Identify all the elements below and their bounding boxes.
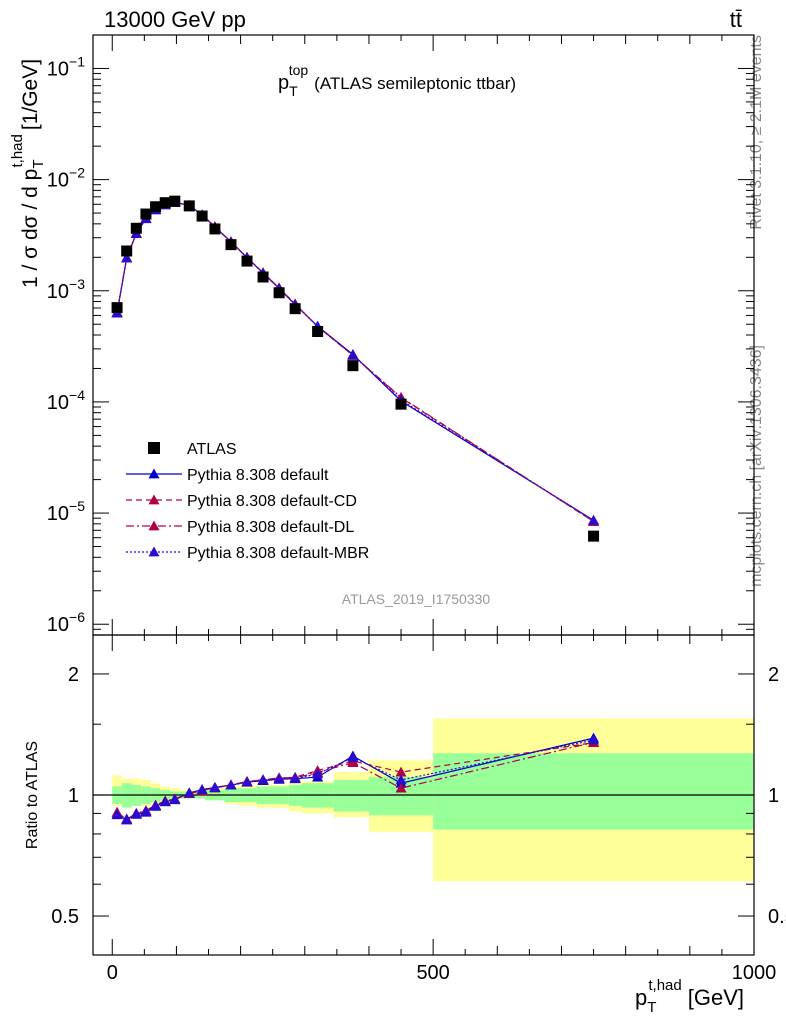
ratio-ylabel: Ratio to ATLAS (24, 741, 41, 849)
data-point (169, 195, 181, 207)
main-ylabel-sub: T (30, 160, 47, 169)
legend-marker-atlas (148, 442, 160, 454)
ratio-series-point (140, 805, 152, 816)
main-ylabel-head: 1 / σ dσ / d p (19, 169, 42, 288)
data-point (225, 239, 237, 251)
ratio-series-point (395, 774, 407, 785)
x-tick-label: 500 (416, 962, 449, 984)
legend-marker (148, 546, 160, 557)
main-series-point (347, 349, 359, 360)
data-point (289, 303, 301, 315)
ratio-y-tick-label-left: 1 (68, 785, 79, 807)
ratio-series-point (395, 782, 407, 793)
ratio-y-tick-label-left: 2 (68, 664, 79, 686)
ratio-y-tick-label-left: 0.5 (51, 906, 79, 928)
ratio-series-point (169, 793, 181, 804)
legend-label: ATLAS (187, 441, 237, 458)
ratio-band-inner (433, 753, 754, 830)
ratio-series-point (257, 774, 269, 785)
ratio-panel: 0.5 0.5 1 1 2 2 0 500 1000 Ratio to ATLAS (24, 634, 786, 984)
plot-title: pTtop (ATLAS semileptonic ttbar) (278, 62, 516, 99)
process-label: tt̄ (730, 7, 742, 32)
legend: ATLAS Pythia 8.308 default Pythia 8.308 de… (126, 441, 369, 562)
plot-title-rest: (ATLAS semileptonic ttbar) (314, 74, 516, 93)
ratio-series-point (588, 734, 600, 745)
x-tick-label: 0 (107, 962, 118, 984)
data-point (183, 200, 195, 212)
x-axis-label: pTt,had [GeV] (635, 977, 744, 1016)
data-point (395, 398, 407, 410)
main-y-tick-label: 10−4 (47, 387, 85, 414)
x-axis-label-unit: [GeV] (688, 985, 744, 1010)
main-series-point (588, 514, 600, 525)
data-point (121, 245, 133, 257)
x-tick-label: 1000 (732, 962, 777, 984)
data-point (588, 530, 600, 542)
energy-label: 13000 GeV pp (104, 7, 246, 32)
legend-marker (148, 520, 160, 531)
data-point (150, 201, 162, 213)
plot-title-main: p (278, 72, 289, 94)
ratio-series-point (225, 779, 237, 790)
data-point (257, 271, 269, 283)
ratio-series-point (183, 787, 195, 798)
ratio-series-point (347, 751, 359, 762)
main-y-tick-label: 10−2 (47, 165, 85, 192)
ratio-series-point (273, 773, 285, 784)
ratio-series-point (150, 800, 162, 811)
data-point (312, 326, 324, 338)
main-y-tick-label: 10−1 (47, 53, 85, 80)
analysis-watermark: ATLAS_2019_I1750330 (342, 591, 491, 607)
ratio-band-inner (333, 779, 369, 812)
ratio-series-point (121, 813, 133, 824)
data-point (159, 197, 171, 209)
ratio-series-point (289, 772, 301, 783)
plot-title-sup: top (289, 62, 309, 78)
x-axis-label-sup: t,had (648, 977, 681, 994)
legend-label: Pythia 8.308 default-CD (187, 493, 357, 510)
data-point (347, 360, 359, 372)
legend-marker (148, 494, 160, 505)
ratio-series-point (130, 808, 142, 819)
main-ylabel-unit: [1/GeV] (19, 59, 42, 130)
ratio-series-point (312, 768, 324, 779)
main-ylabel: 1 / σ dσ / d pTt,had [1/GeV] (9, 59, 47, 288)
data-point (273, 287, 285, 299)
ratio-series-point (111, 808, 123, 819)
legend-label: Pythia 8.308 default (187, 467, 329, 484)
ratio-series-point (196, 783, 208, 794)
data-point (111, 302, 123, 314)
ratio-y-tick-label-right: 0.5 (768, 906, 786, 928)
data-point (241, 255, 253, 267)
main-ylabel-sup: t,had (9, 134, 26, 167)
plot-title-sub: T (289, 83, 298, 99)
data-point (209, 223, 221, 235)
legend-label: Pythia 8.308 default-MBR (187, 545, 369, 562)
ratio-series-point (347, 757, 359, 767)
ratio-series-point (159, 796, 171, 807)
x-axis-label-sub: T (647, 999, 656, 1016)
x-axis-label-head: p (635, 985, 647, 1010)
main-y-tick-label: 10−6 (47, 609, 85, 636)
ratio-series-point (209, 782, 221, 793)
main-series-point (121, 252, 133, 263)
ratio-y-tick-label-right: 2 (768, 664, 779, 686)
data-point (130, 222, 142, 234)
ratio-y-tick-label-right: 1 (768, 785, 779, 807)
data-point (140, 208, 152, 220)
ratio-series-point (241, 776, 253, 787)
ratio-series-point (395, 766, 407, 777)
legend-marker (148, 468, 160, 479)
main-y-tick-label: 10−5 (47, 498, 85, 525)
data-point (196, 210, 208, 222)
rivet-label: Rivet 3.1.10, ≥ 2.1M events (748, 35, 765, 230)
main-y-tick-label: 10−3 (47, 276, 85, 303)
legend-label: Pythia 8.308 default-DL (187, 519, 354, 536)
main-panel: 10−610−510−410−310−210−1 pTtop(ATLAS sem… (9, 34, 755, 636)
mcplots-label: mcplots.cern.ch [arXiv:1306.3436] (748, 345, 765, 587)
